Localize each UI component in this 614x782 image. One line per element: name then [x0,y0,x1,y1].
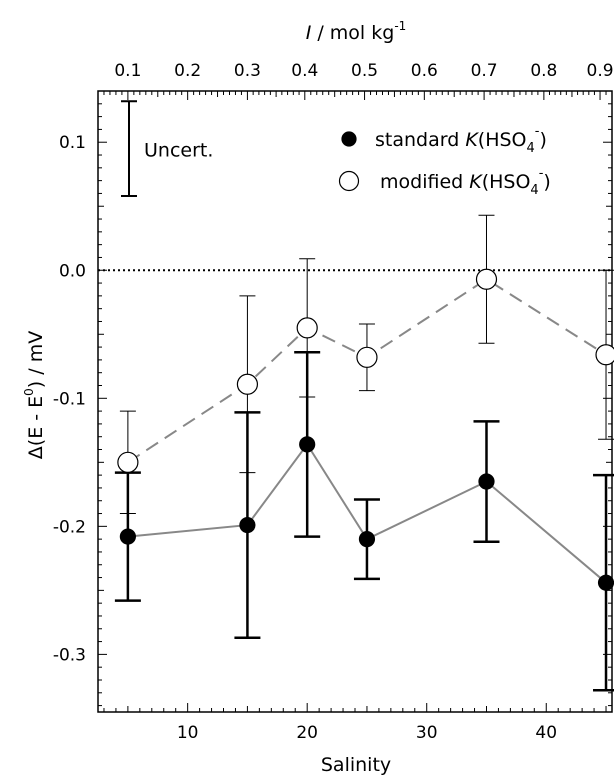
top-tick-label: 0.5 [351,61,378,81]
legend-marker [341,131,357,147]
top-tick-label: 0.1 [114,61,141,81]
top-tick-label: 0.2 [174,61,201,81]
data-point [117,451,139,473]
data-point [478,473,495,490]
data-point [299,436,316,453]
series-line [127,442,607,584]
y-axis-label-prefix: Δ(E - E [25,396,47,459]
top-tick-label: 0.6 [411,61,438,81]
top-tick-label: 0.3 [234,61,261,81]
data-point [239,516,256,534]
top-tick-label: 0.9 [587,61,614,81]
y-tick-label: 0.1 [59,133,86,153]
data-point [475,268,498,290]
series-standard [114,350,614,692]
top-axis-var: I [306,22,312,44]
x-tick-label: 10 [177,723,199,743]
top-axis-unit: / mol kg [311,22,394,44]
axis-ticks: 10 20 30 40 0.1 0.0 -0.1 -0.2 -0.3 0.1 0.2 0.3 0.4 0.… [53,61,614,743]
data-point [358,531,376,548]
uncertainty-indicator: Uncert. [121,100,213,197]
y-axis-label-suffix: ) / mV [25,331,47,388]
top-axis-label: I / mol kg-1 [306,19,407,44]
top-tick-label: 0.7 [471,61,498,81]
y-tick-label: -0.1 [53,389,86,409]
y-axis-label: Δ(E - E0) / mV [22,331,47,459]
uncert-label: Uncert. [144,140,213,162]
data-point [296,317,318,339]
data-point [595,344,614,366]
legend: standard K(HSO4-) modified K(HSO4-) [338,124,551,198]
data-point [356,346,378,368]
x-tick-label: 30 [416,723,438,743]
top-tick-label: 0.8 [530,61,557,81]
legend-label: modified K(HSO4-) [380,166,551,198]
x-tick-label: 20 [296,723,318,743]
y-tick-label: 0.0 [59,261,86,281]
y-tick-label: -0.2 [53,517,86,537]
series-line [127,278,607,464]
y-tick-label: -0.3 [53,645,86,665]
data-point [236,373,259,395]
series-modified [117,214,614,515]
top-axis-unit-sup: -1 [394,19,406,33]
legend-label: standard K(HSO4-) [375,124,547,156]
top-tick-label: 0.4 [291,61,318,81]
data-point [119,528,136,545]
data-series [114,214,614,692]
y-axis-label-sup: 0 [22,388,36,396]
data-point [597,574,614,591]
x-axis-label: Salinity [321,754,391,776]
legend-marker [338,170,360,192]
x-tick-label: 40 [535,723,557,743]
